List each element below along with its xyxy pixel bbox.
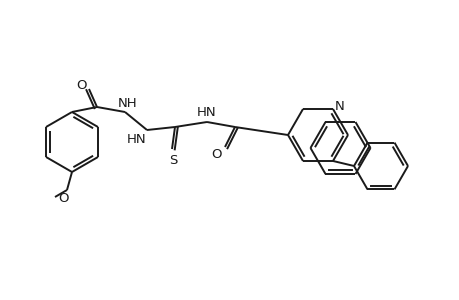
Text: HN: HN bbox=[197, 106, 216, 118]
Text: N: N bbox=[335, 100, 344, 112]
Text: O: O bbox=[211, 148, 222, 160]
Text: HN: HN bbox=[127, 133, 146, 146]
Text: NH: NH bbox=[118, 97, 138, 110]
Text: S: S bbox=[168, 154, 177, 166]
Text: O: O bbox=[59, 193, 69, 206]
Text: O: O bbox=[77, 79, 87, 92]
